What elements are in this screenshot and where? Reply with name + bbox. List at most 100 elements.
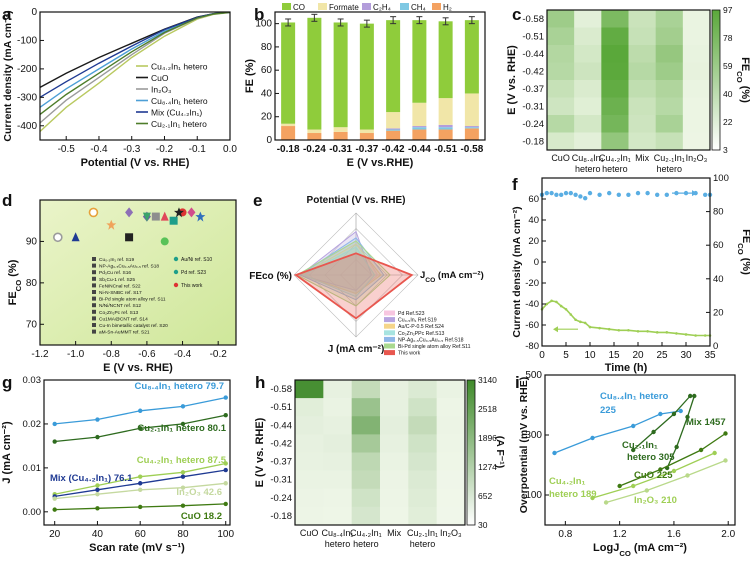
y-tick-label: 500 [525, 370, 542, 381]
colorbar-tick-label: 97 [723, 5, 733, 15]
plot-frame [39, 199, 237, 346]
series-label: CuO 18.2 [181, 511, 222, 522]
current-point [627, 328, 630, 332]
data-point [138, 426, 143, 431]
legend-label: Mix (Cu₄.₂In₁) [151, 108, 202, 118]
x-tick-label: 30 [680, 350, 692, 361]
data-point [671, 411, 677, 417]
legend-marker [92, 270, 96, 275]
panel-letter: h [255, 373, 265, 392]
data-point [142, 212, 151, 222]
panel-f: 0 5 10 15 20 25 30 35 60 40 20 0 -20 -40 -60 -80 100 80 60… [511, 173, 750, 374]
data-point [138, 408, 143, 413]
fe-point [578, 194, 583, 199]
bar-segment [333, 131, 348, 140]
heatmap-cell [601, 45, 629, 63]
heatmap-cell [547, 132, 575, 151]
heatmap-cell [655, 45, 684, 63]
heatmap-cell [295, 398, 324, 417]
legend-label: Cu₀.₅In₁ Ref.S19 [398, 318, 437, 324]
y-tick-label: -0.44 [270, 420, 292, 431]
radar-series [300, 243, 382, 295]
data-point [169, 216, 178, 225]
data-point [160, 237, 169, 246]
panel-i: 0.8 1.2 1.6 2.0 100 300 500 LogJCO (mA cm⁻²) Ove… [518, 370, 736, 558]
bar-segment [464, 20, 479, 94]
legend-swatch [384, 330, 395, 336]
bar-segment [359, 133, 374, 140]
x-tick-label: -0.2 [156, 144, 174, 155]
data-point [53, 232, 63, 243]
series-label: hetero 305 [627, 452, 675, 463]
series-label: Cu₂.₁In₁ hetero 80.1 [137, 423, 226, 434]
panel-b: -0.18 -0.24 -0.31 -0.37 -0.42 -0.44 -0.51 -0.58… [244, 3, 484, 169]
y-tick-label: 20 [261, 112, 273, 123]
fe-point [597, 192, 602, 197]
tafel-line [666, 395, 695, 469]
legend-label: H₂ [443, 3, 452, 12]
y-tick-label: -0.42 [522, 66, 544, 77]
panel-letter: g [2, 373, 12, 392]
y-tick-label: 100 [525, 490, 542, 501]
legend-label: N/Ni/NCNT ref. S12 [99, 303, 141, 309]
bar-segment [386, 130, 401, 140]
x-tick-label: Cu₈.₄In₁ [322, 528, 354, 538]
y2-tick-label: 80 [713, 207, 724, 218]
colorbar-tick-label: 1896 [478, 433, 497, 443]
y-tick-label: -0.31 [270, 475, 292, 486]
x-tick-label: -0.3 [123, 144, 141, 155]
heatmap-cell [323, 398, 352, 417]
fe-point [635, 190, 641, 196]
legend-swatch [432, 3, 441, 10]
data-point [651, 429, 656, 435]
data-point [180, 470, 186, 475]
heatmap-cell [655, 10, 684, 28]
heatmap-cell [601, 27, 629, 46]
data-point [52, 507, 57, 512]
y-tick-label: 70 [26, 319, 38, 330]
current-point [694, 334, 697, 337]
fe-point [583, 195, 588, 201]
bar-segment [438, 21, 453, 99]
y-tick-label: 80 [261, 42, 273, 53]
heatmap-cell [295, 488, 324, 508]
tafel-line [605, 459, 726, 504]
heatmap-cell [682, 132, 711, 151]
series-label: CuO 225 [634, 470, 673, 481]
data-point [95, 483, 100, 488]
heatmap-cell [655, 132, 684, 151]
legend-label: This work [398, 351, 421, 357]
bar-segment [412, 102, 427, 127]
x-tick-label: 20 [49, 529, 61, 540]
legend-label: This work [181, 283, 203, 289]
y-axis-title: J (mA cm⁻²) [1, 421, 13, 484]
current-point [665, 331, 669, 334]
heatmap-cell [628, 132, 656, 151]
heatmap-cell [351, 380, 381, 399]
heatmap-cell [351, 506, 381, 526]
data-point [88, 207, 99, 218]
x-tick-label: -0.5 [58, 144, 76, 155]
colorbar-title: FECO (%) [736, 57, 750, 103]
fe-point [626, 192, 631, 197]
y-tick-label: 40 [528, 215, 539, 226]
data-point [125, 207, 134, 218]
x-axis-title: Scan rate (mV s⁻¹) [89, 542, 185, 554]
heatmap-cell [628, 27, 656, 46]
heatmap-cell [601, 132, 629, 151]
x-axis-title: LogJCO (mA cm⁻²) [593, 542, 687, 558]
current-point [550, 299, 553, 303]
legend-label: Pd ref. S23 [181, 270, 206, 276]
x-tick-label: -1.2 [31, 349, 49, 360]
heatmap-cell [295, 470, 324, 490]
bar-segment [438, 124, 453, 128]
heatmap-cell [436, 488, 466, 508]
heatmap-cell [295, 434, 324, 453]
heatmap-cell [436, 380, 466, 399]
colorbar-title: (A F⁻¹) [494, 436, 506, 469]
panel-letter: c [512, 5, 521, 24]
data-point [671, 468, 677, 474]
heatmap-cell [380, 434, 409, 453]
colorbar-tick-label: 3140 [478, 375, 497, 385]
